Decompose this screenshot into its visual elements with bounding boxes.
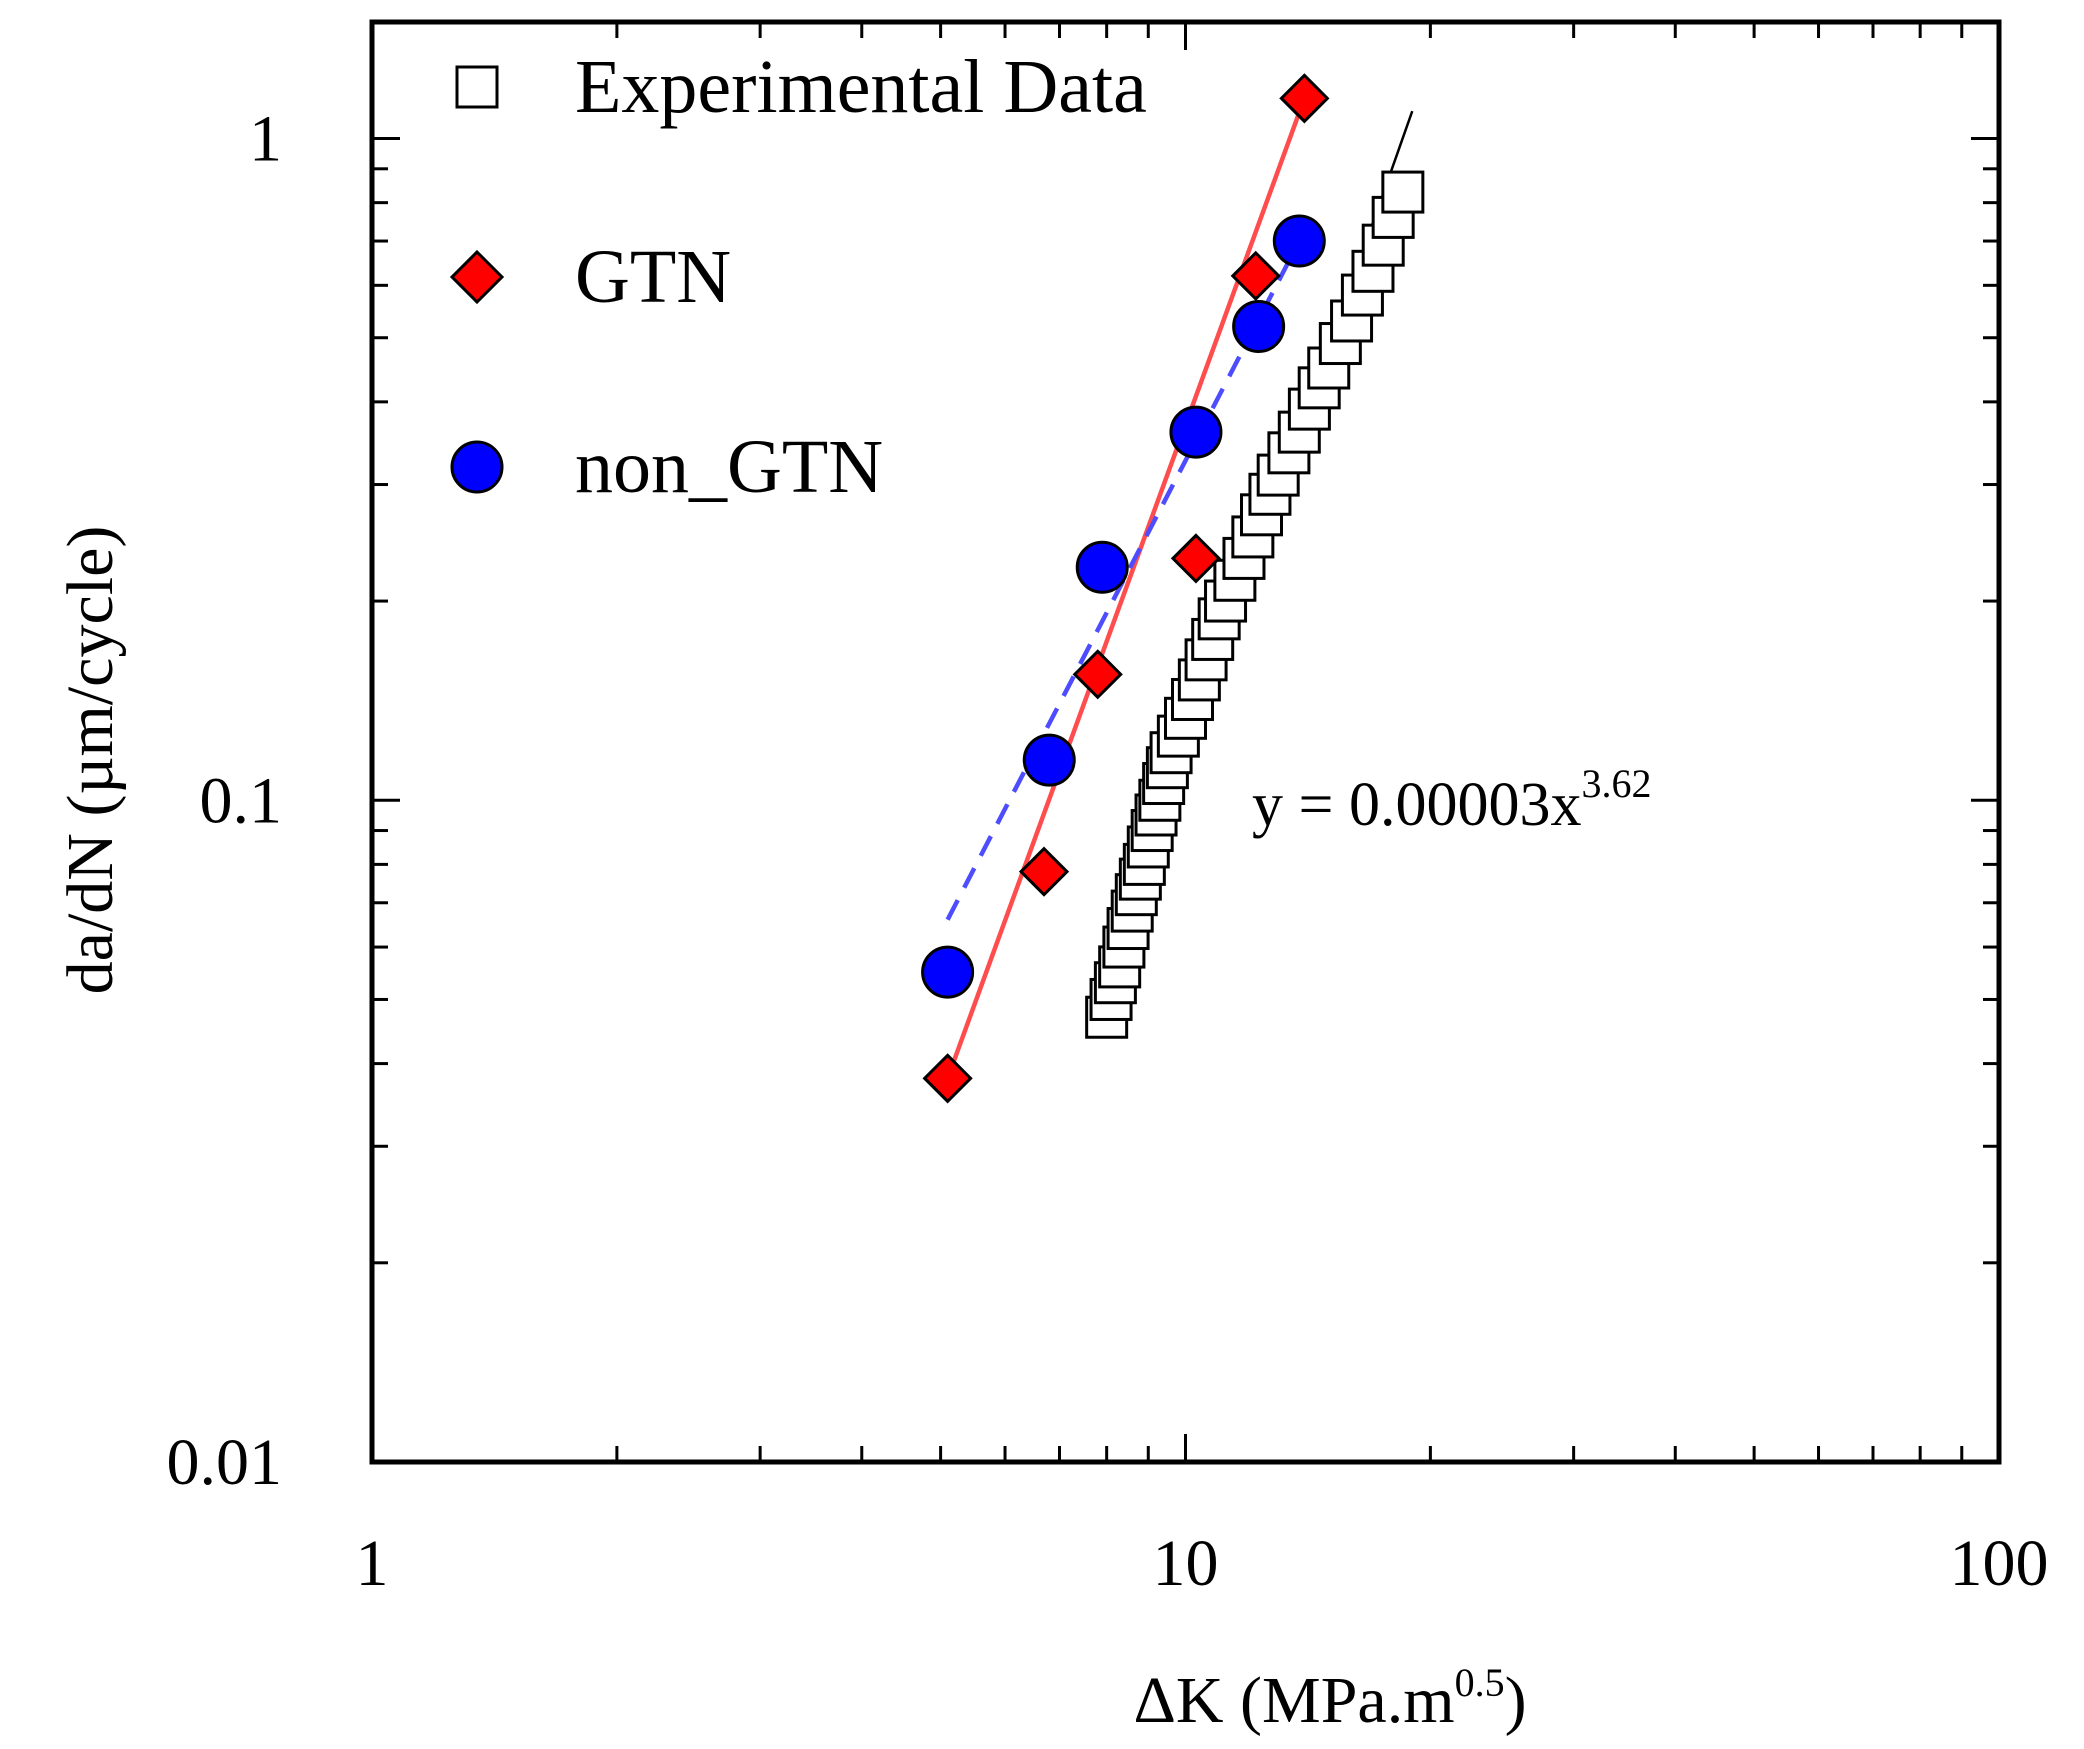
fit-equation-base: y = 0.00003x <box>1252 771 1581 839</box>
fit-lines <box>945 97 1414 1080</box>
non-gtn-point <box>921 945 975 999</box>
non-gtn-point <box>1075 540 1129 594</box>
plot-frame <box>369 19 2002 1465</box>
legend-marker-gtn <box>449 249 505 305</box>
legend-label-experimental: Experimental Data <box>575 45 1147 129</box>
x-axis-title-main: ΔK (MPa.m <box>1133 1664 1454 1737</box>
gtn-point <box>1230 250 1281 302</box>
data-markers <box>921 73 1425 1104</box>
gtn-point <box>1170 533 1222 584</box>
gtn-point <box>922 1053 973 1104</box>
x-tick-label: 100 <box>1950 1527 2049 1600</box>
non-gtn-point <box>1022 733 1076 787</box>
legend-marker-non-gtn <box>450 440 504 494</box>
legend-label-non-gtn: non_GTN <box>575 425 883 509</box>
x-axis-title: ΔK (MPa.m0.5) <box>1133 1660 1526 1737</box>
non-gtn-point <box>1232 299 1286 353</box>
x-tick-label: 1 <box>356 1527 389 1600</box>
y-tick-label: 0.01 <box>167 1426 283 1499</box>
x-axis-title-suffix: ) <box>1505 1664 1527 1737</box>
experimental-point <box>1381 170 1425 214</box>
x-tick-label: 10 <box>1153 1527 1219 1600</box>
y-tick-label: 1 <box>249 103 282 176</box>
y-tick-label: 0.1 <box>200 764 283 837</box>
fit-equation-exponent: 3.62 <box>1581 761 1651 806</box>
non-gtn-point <box>1169 405 1223 459</box>
x-axis-title-exponent: 0.5 <box>1455 1660 1505 1705</box>
non-gtn-fit-line <box>945 239 1302 921</box>
y-axis-title: da/dN (µm/cycle) <box>54 526 127 995</box>
non-gtn-point <box>1272 214 1326 268</box>
tick-labels: 1 10 100 0.01 0.1 1 <box>167 103 2049 1600</box>
gtn-point <box>1279 73 1330 124</box>
legend: Experimental Data GTN non_GTN <box>449 45 1147 509</box>
fit-equation: y = 0.00003x3.62 <box>1252 761 1651 839</box>
legend-label-gtn: GTN <box>575 235 731 319</box>
legend-marker-experimental <box>455 65 499 109</box>
gtn-point <box>1072 649 1123 700</box>
gtn-point <box>1018 846 1070 897</box>
